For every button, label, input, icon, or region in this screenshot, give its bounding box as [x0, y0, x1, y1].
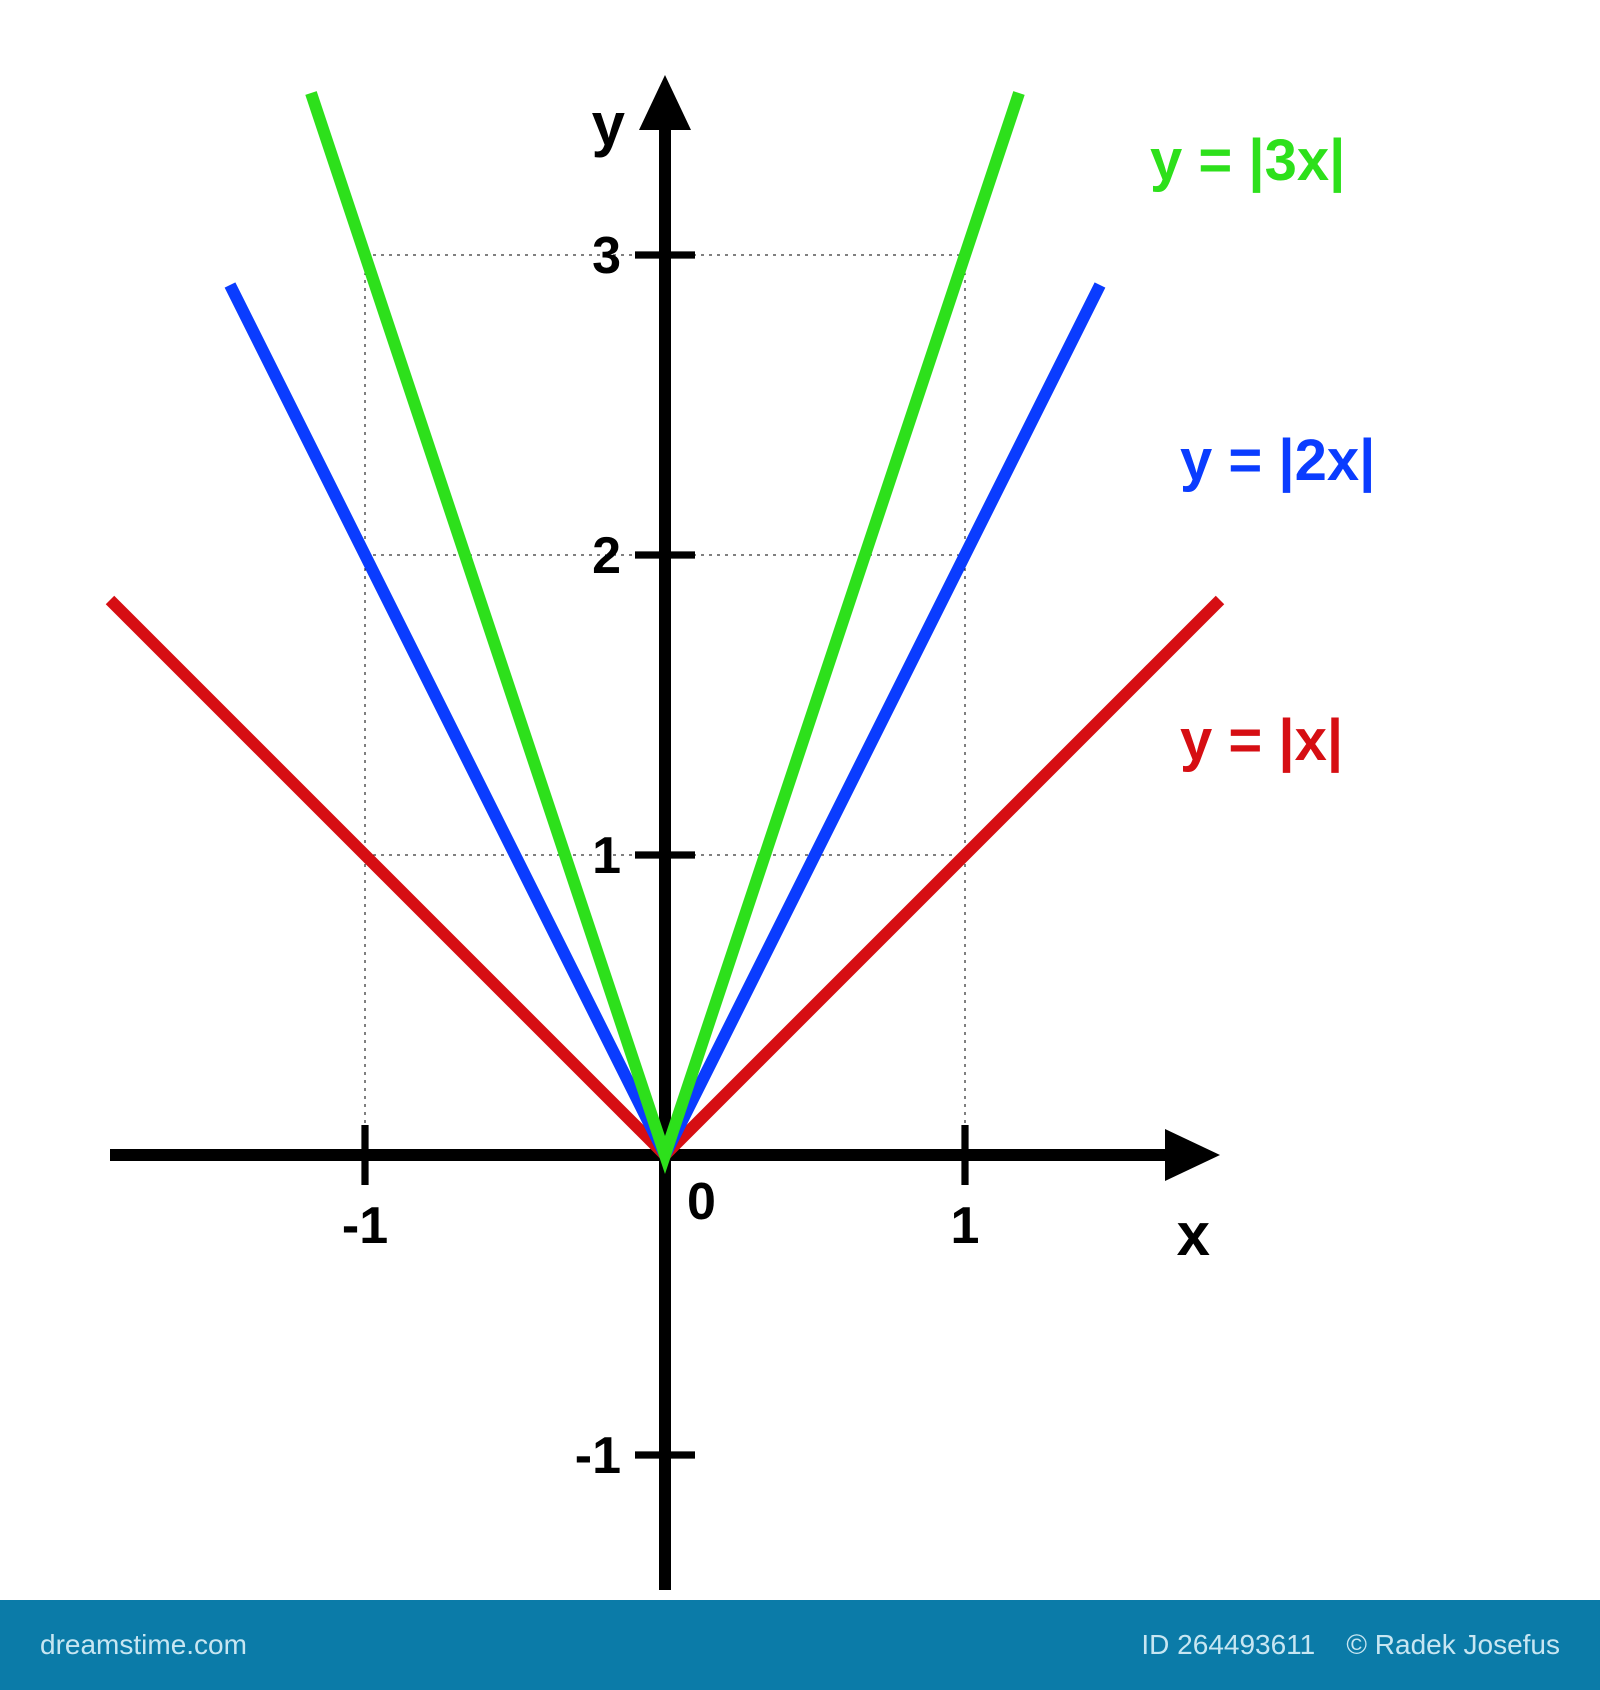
origin-label: 0 [687, 1173, 716, 1231]
legend-abs_3x: y = |3x| [1150, 128, 1345, 193]
y-axis-arrow [639, 75, 691, 130]
y-tick-label: 2 [592, 527, 621, 585]
legend-abs_x: y = |x| [1180, 708, 1343, 773]
y-axis-label: y [592, 91, 626, 158]
x-tick-label: 1 [951, 1197, 980, 1255]
chart-container: -1 1 1 2 3 -1 0 x y y = |x| y = |2x| y = |3x| [0, 0, 1600, 1600]
x-tick-label: -1 [342, 1197, 388, 1255]
y-tick-label: 1 [592, 827, 621, 885]
x-axis-arrow [1165, 1129, 1220, 1181]
footer-credit: © Radek Josefus [1346, 1629, 1560, 1660]
footer-site: dreamstime.com [40, 1629, 247, 1661]
absolute-value-chart: -1 1 1 2 3 -1 0 x y y = |x| y = |2x| y = |3x| [0, 0, 1600, 1600]
y-tick-label: -1 [575, 1427, 621, 1485]
legend-abs_2x: y = |2x| [1180, 428, 1375, 493]
attribution-bar: dreamstime.com ID 264493611 © Radek Jose… [0, 1600, 1600, 1690]
footer-id: ID 264493611 [1141, 1629, 1315, 1660]
footer-right: ID 264493611 © Radek Josefus [1141, 1629, 1560, 1661]
x-axis-label: x [1177, 1201, 1210, 1268]
y-tick-label: 3 [592, 227, 621, 285]
